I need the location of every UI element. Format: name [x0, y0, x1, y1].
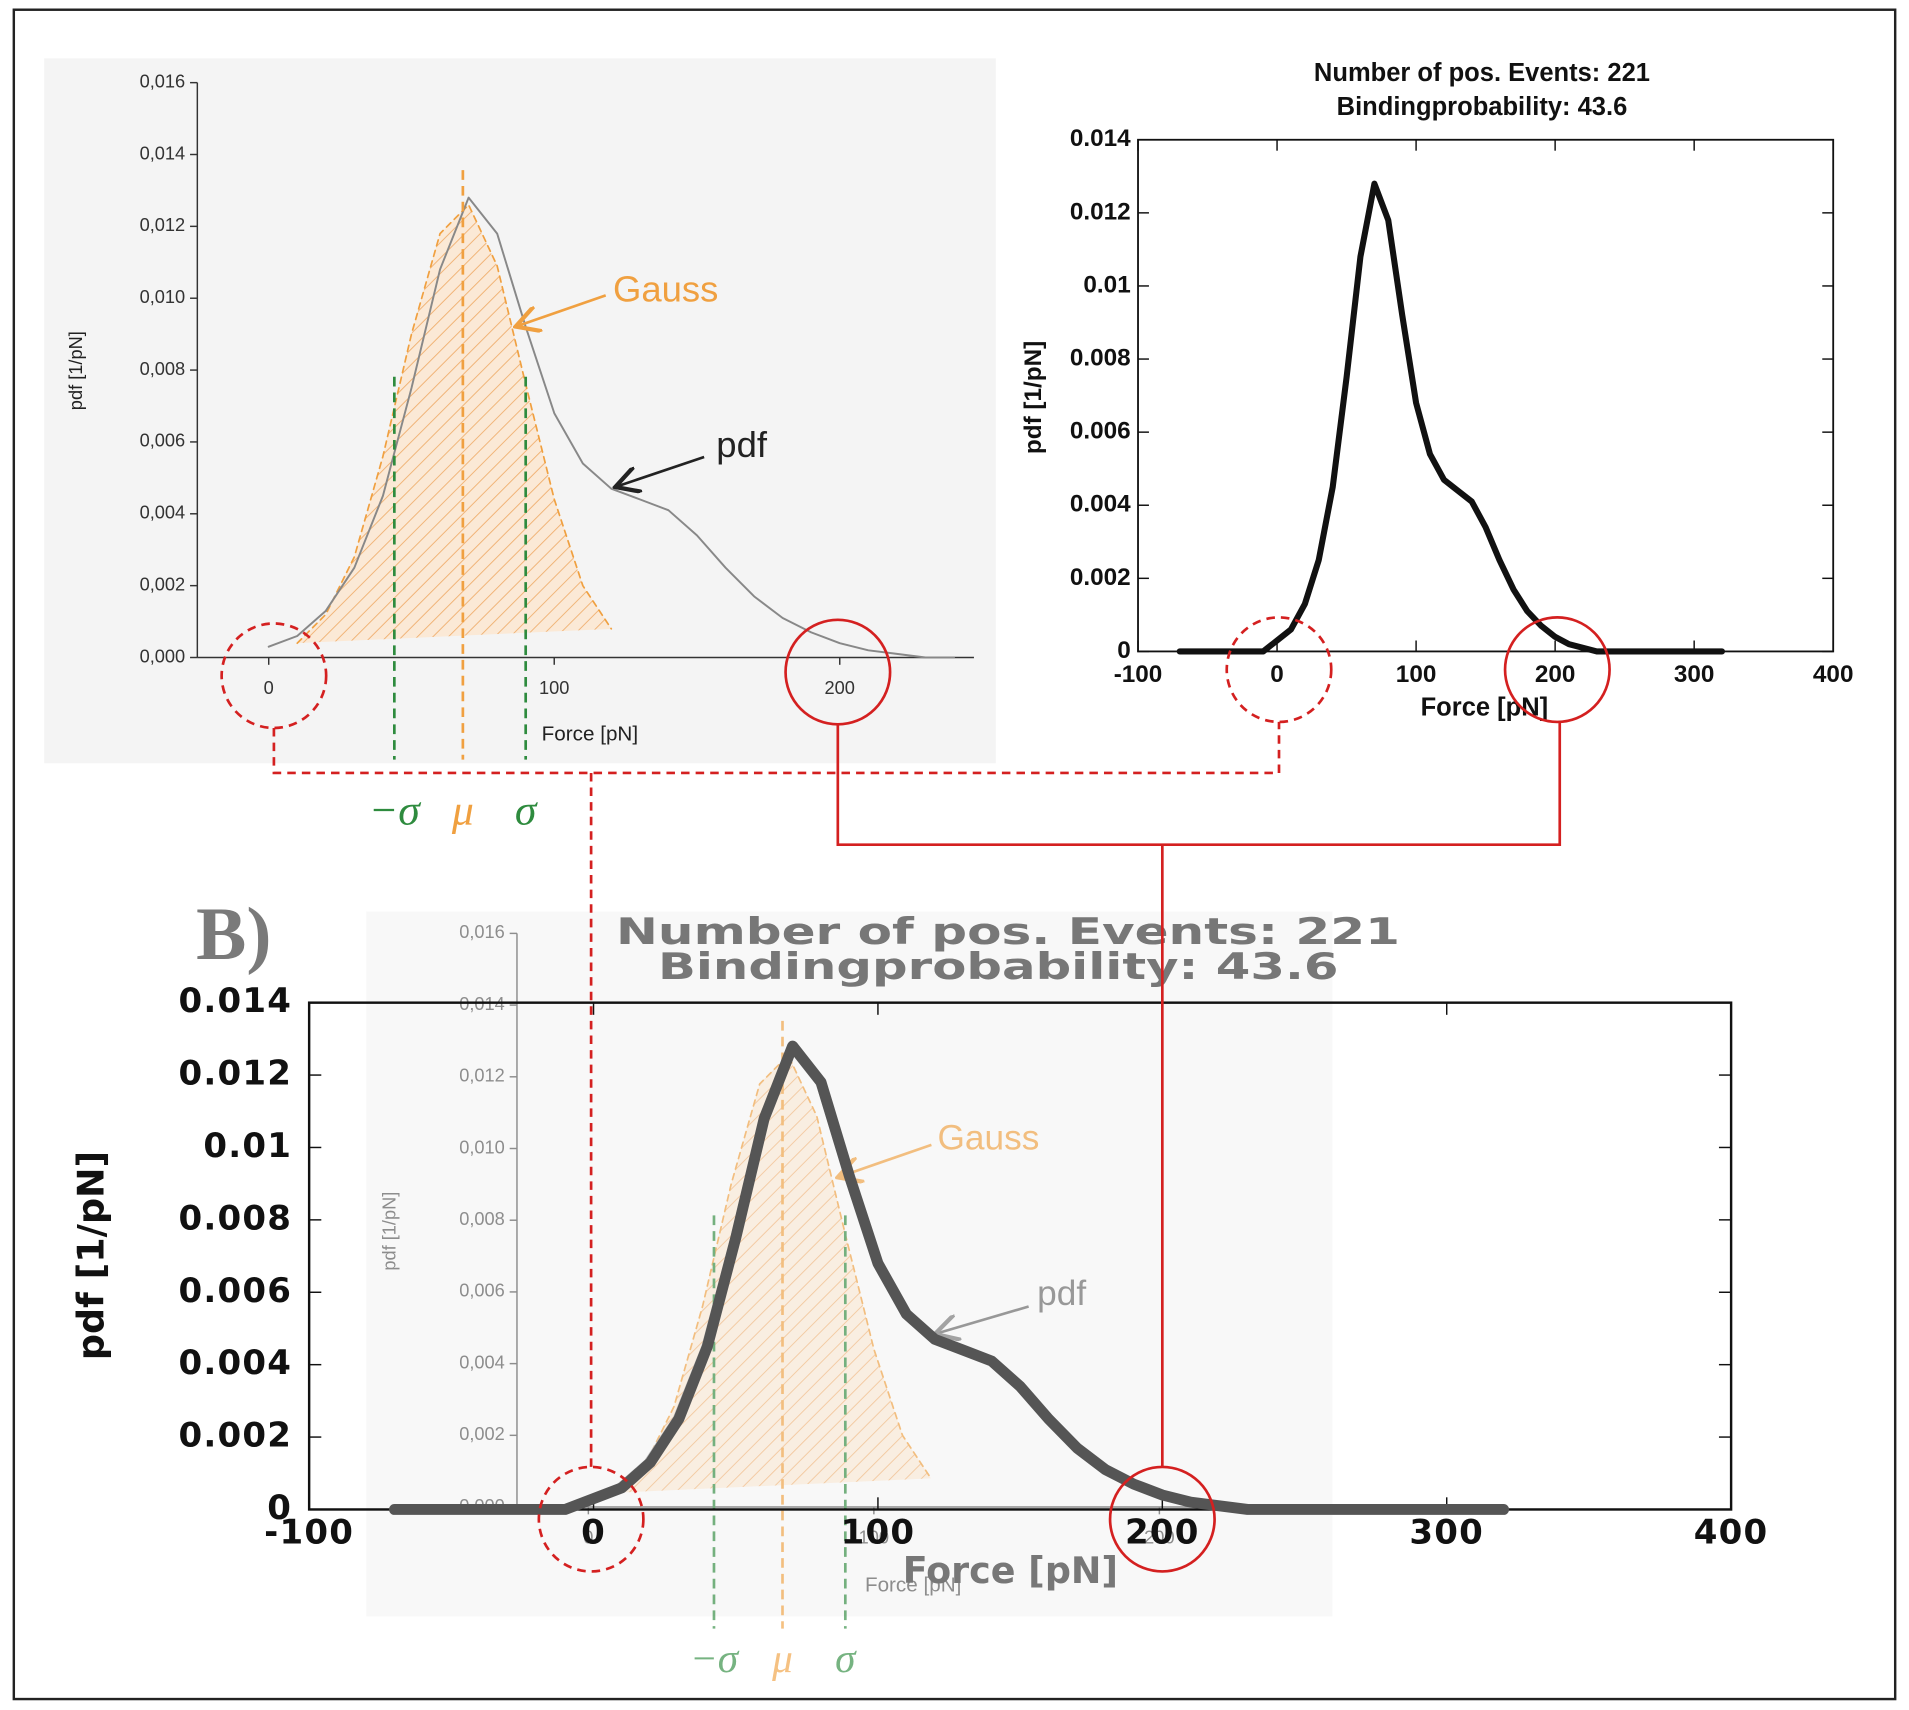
x-tick-label: 200 — [825, 677, 855, 698]
annotation-arrow — [840, 1143, 932, 1177]
chart-title: Number of pos. Events: 221 — [1314, 59, 1650, 87]
x-tick-label: 400 — [1694, 1512, 1769, 1552]
y-tick-label: 0,016 — [140, 70, 186, 91]
connectors — [220, 616, 1611, 1573]
reference-label: −σ — [369, 786, 422, 834]
x-tick-label: 400 — [1813, 661, 1854, 688]
y-tick-label: 0,010 — [140, 286, 186, 307]
annotation-arrow — [518, 294, 607, 325]
highlight-circle — [537, 1465, 645, 1573]
y-tick-label: 0,008 — [459, 1208, 505, 1229]
connector-line — [272, 721, 1281, 775]
y-tick-label: 0.01 — [203, 1126, 292, 1166]
annotation: pdf — [716, 424, 768, 465]
y-tick-label: 0.004 — [178, 1343, 292, 1383]
y-axis-label: pdf [1/pN] — [378, 1192, 399, 1271]
y-tick-label: 0,014 — [140, 142, 186, 163]
y-tick-label: 0 — [1117, 637, 1131, 664]
y-tick-label: 0.01 — [1083, 271, 1130, 298]
y-tick-label: 0,002 — [459, 1423, 505, 1444]
pdf-line — [1176, 180, 1726, 655]
reference-label: σ — [515, 786, 538, 834]
annotation-arrow — [618, 455, 705, 486]
y-tick-label: 0.012 — [1070, 198, 1131, 225]
y-tick-label: 0.006 — [1070, 418, 1131, 445]
x-tick-label: 100 — [539, 677, 569, 698]
chart-subtitle: Bindingprobability: 43.6 — [658, 945, 1339, 988]
highlight-circle — [1225, 616, 1333, 724]
x-tick-label: 300 — [1409, 1512, 1484, 1552]
x-tick-label: 200 — [1125, 1512, 1200, 1552]
y-tick-label: 0.012 — [178, 1054, 292, 1094]
gauss-curve — [296, 203, 613, 645]
reference-label: μ — [451, 786, 474, 834]
y-tick-label: 0.002 — [1070, 564, 1131, 591]
pdf-line — [388, 1040, 1510, 1515]
y-tick-label: 0,002 — [140, 573, 186, 594]
y-tick-label: 0,004 — [459, 1351, 505, 1372]
x-tick-label: 200 — [1535, 661, 1576, 688]
y-tick-label: 0,008 — [140, 358, 186, 379]
y-tick-label: 0,016 — [459, 921, 505, 942]
x-tick-label: 0 — [581, 1512, 606, 1552]
highlight-circle — [220, 622, 328, 730]
x-tick-label: -100 — [1114, 661, 1163, 688]
y-tick-label: 0.014 — [178, 981, 292, 1021]
annotation: pdf — [1037, 1274, 1086, 1313]
chart-subtitle: Bindingprobability: 43.6 — [1337, 93, 1628, 121]
y-tick-label: 0,000 — [140, 645, 186, 666]
y-axis-label: pdf [1/pN] — [69, 1151, 112, 1360]
x-tick-label: 100 — [859, 1526, 889, 1547]
y-tick-label: 0.004 — [1070, 491, 1131, 518]
chart: 0,000 0,002 0,004 0,006 0,008 0,010 0,012 0,014… — [65, 70, 974, 834]
figure-border — [12, 8, 1897, 1701]
reference-label: μ — [771, 1635, 793, 1681]
annotation: Gauss — [937, 1118, 1039, 1157]
y-tick-label: 0,012 — [459, 1065, 505, 1086]
highlight-circle — [1503, 616, 1611, 724]
y-tick-label: 0.014 — [1070, 125, 1131, 152]
y-tick-label: 0,012 — [140, 214, 186, 235]
chart-title: Number of pos. Events: 221 — [616, 910, 1400, 953]
x-tick-label: 0 — [264, 677, 274, 698]
y-tick-label: 0.006 — [178, 1271, 292, 1311]
x-tick-label: 100 — [841, 1512, 916, 1552]
x-axis-label: Force [pN] — [903, 1549, 1118, 1592]
y-tick-label: 0 — [267, 1488, 292, 1528]
y-tick-label: 0.008 — [1070, 344, 1131, 371]
annotation-arrow — [937, 1305, 1030, 1334]
x-axis-label: Force [pN] — [1421, 693, 1549, 721]
y-tick-label: 0,006 — [140, 430, 186, 451]
y-tick-label: 0,006 — [459, 1280, 505, 1301]
plot-frame — [307, 1001, 1733, 1511]
annotation: Gauss — [613, 268, 718, 309]
charts: 0,000 0,002 0,004 0,006 0,008 0,010 0,012 0,014… — [65, 59, 1854, 1681]
x-tick-label: 0 — [583, 1526, 593, 1547]
x-axis-label: Force [pN] — [542, 723, 638, 746]
x-tick-label: 0 — [1270, 661, 1284, 688]
panel-label: B) — [196, 893, 271, 976]
reference-label: σ — [835, 1635, 857, 1681]
y-tick-label: 0.008 — [178, 1198, 292, 1238]
x-tick-label: 100 — [1396, 661, 1437, 688]
y-tick-label: 0,010 — [459, 1136, 505, 1157]
x-axis-label: Force [pN] — [865, 1573, 961, 1596]
y-axis-label: pdf [1/pN] — [65, 331, 86, 410]
x-tick-label: 300 — [1674, 661, 1715, 688]
reference-label: −σ — [690, 1635, 740, 1681]
x-tick-label: 200 — [1144, 1526, 1174, 1547]
connector-line — [836, 721, 1562, 847]
plot-frame — [1137, 138, 1835, 653]
x-tick-label: -100 — [264, 1512, 354, 1552]
y-tick-label: 0.002 — [178, 1416, 292, 1456]
y-axis-label: pdf [1/pN] — [1020, 341, 1047, 454]
y-tick-label: 0,004 — [140, 502, 186, 523]
